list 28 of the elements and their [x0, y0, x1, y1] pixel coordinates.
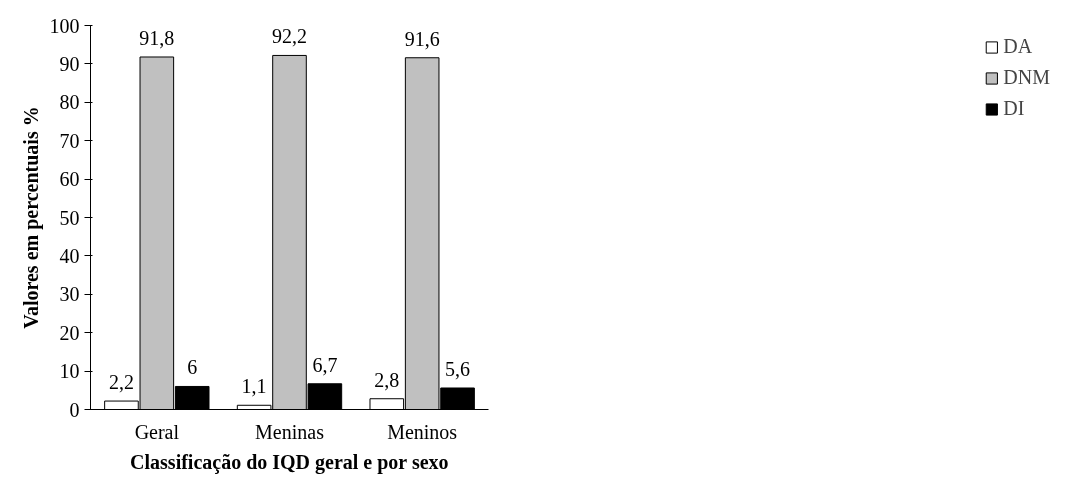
y-tick-label: 80: [59, 91, 80, 114]
data-label: 6: [187, 356, 198, 379]
data-label: 92,2: [272, 25, 307, 48]
y-tick-label: 60: [59, 168, 80, 191]
data-label: 1,1: [241, 375, 267, 398]
x-tick-label: Meninos: [387, 420, 458, 443]
data-label: 2,2: [108, 371, 134, 394]
y-axis-title: Valores em percentuais %: [19, 106, 43, 329]
y-tick-label: 100: [49, 14, 80, 37]
x-tick-label: Geral: [134, 420, 180, 443]
data-label: 5,6: [445, 358, 471, 380]
y-tick-label: 50: [59, 206, 80, 229]
data-label: 91,8: [139, 26, 175, 49]
y-tick-label: 20: [59, 321, 80, 344]
y-tick-label: 70: [59, 129, 80, 152]
y-tick-label: 30: [59, 283, 80, 306]
x-axis-title: Classificação do IQD geral e por sexo: [130, 450, 449, 474]
data-label: 6,7: [312, 353, 338, 376]
x-tick-label: Meninas: [255, 420, 325, 443]
legend-label: DI: [1003, 97, 1025, 120]
y-tick-label: 40: [59, 244, 80, 267]
data-label: 91,6: [404, 27, 440, 50]
data-label: 2,8: [374, 368, 400, 391]
legend-label: DNM: [1003, 66, 1050, 89]
legend-label: DA: [1003, 35, 1033, 58]
y-tick-label: 0: [69, 398, 80, 421]
y-tick-label: 10: [59, 360, 80, 383]
y-tick-label: 90: [59, 52, 80, 75]
